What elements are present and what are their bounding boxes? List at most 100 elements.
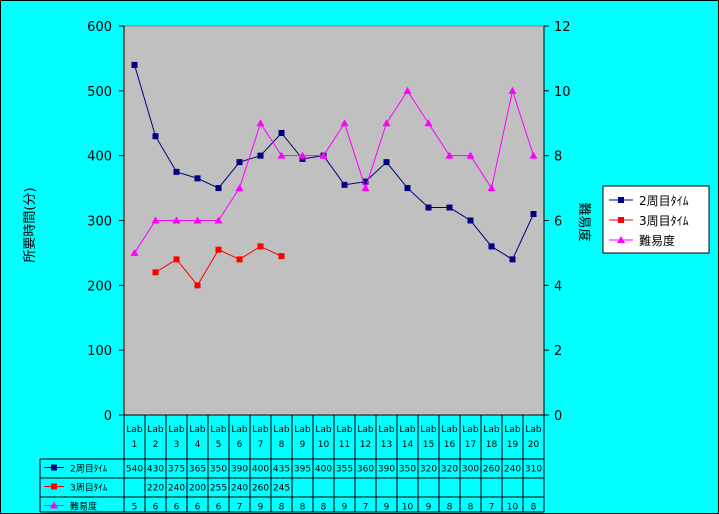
- category-label: Lab 1: [126, 425, 143, 450]
- table-series-name: 難易度: [70, 501, 97, 513]
- data-point: [256, 119, 265, 127]
- table-cell: 8: [279, 503, 285, 513]
- legend: 2周目ﾀｲﾑ 3周目ﾀｲﾑ 難易度: [602, 185, 710, 254]
- y2-tick-label: 10: [554, 85, 571, 100]
- category-label-line: Lab: [273, 425, 290, 435]
- table-cell: 365: [189, 465, 206, 475]
- table-cell: 400: [252, 465, 269, 475]
- table-cell: 355: [336, 465, 353, 475]
- category-label-line: 4: [195, 440, 201, 450]
- y2-tick-label: 2: [554, 344, 562, 359]
- category-label: Lab 11: [336, 425, 353, 450]
- data-point: [530, 211, 537, 218]
- table-cell: 10: [507, 503, 519, 513]
- table-key-marker: [50, 501, 58, 509]
- table-series-label: 難易度: [44, 501, 97, 513]
- category-label: Lab 10: [315, 425, 332, 450]
- category-label-line: 3: [174, 440, 180, 450]
- table-series-name: 2周目ﾀｲﾑ: [70, 464, 108, 475]
- category-label-line: 2: [153, 440, 159, 450]
- data-point: [529, 151, 538, 159]
- series-line: [134, 88, 534, 254]
- table-cell: 375: [168, 465, 185, 475]
- category-label: Lab 13: [378, 425, 395, 450]
- category-label: Lab 6: [231, 425, 248, 450]
- data-point: [194, 282, 201, 289]
- table-cell: 255: [210, 484, 227, 494]
- category-label: Lab 5: [210, 425, 227, 450]
- category-label-line: 16: [444, 440, 456, 450]
- category-label: Lab 3: [168, 425, 185, 450]
- table-cell: 6: [174, 503, 180, 513]
- table-cell: 390: [378, 465, 395, 475]
- table-cell: 350: [399, 465, 416, 475]
- table-cell: 220: [147, 484, 164, 494]
- legend-key-marker: [617, 236, 625, 243]
- table-cell: 395: [294, 465, 311, 475]
- category-label-line: 15: [423, 440, 434, 450]
- data-point: [278, 253, 285, 260]
- data-point: [403, 86, 412, 94]
- data-point: [382, 119, 391, 127]
- category-label: Lab 19: [504, 425, 521, 450]
- category-label: Lab 14: [399, 425, 416, 450]
- data-point: [236, 256, 243, 263]
- table-cell: 9: [342, 503, 348, 513]
- data-point: [383, 159, 390, 166]
- y-tick-label: 300: [87, 215, 112, 230]
- category-label-line: 1: [132, 440, 138, 450]
- y2-tick-label: 6: [554, 215, 562, 230]
- category-label-line: Lab: [462, 425, 479, 435]
- category-label-line: Lab: [210, 425, 227, 435]
- category-label: Lab 7: [252, 425, 269, 450]
- table-key-marker: [51, 464, 57, 471]
- category-label: Lab 16: [441, 425, 458, 450]
- category-label-line: Lab: [399, 425, 416, 435]
- table-cell: 240: [504, 465, 521, 475]
- data-point: [278, 129, 285, 136]
- data-point: [152, 133, 159, 140]
- series-line: [134, 64, 534, 261]
- data-point: [298, 151, 307, 159]
- data-point: [215, 185, 222, 192]
- legend-label: 難易度: [639, 233, 675, 248]
- data-point: [341, 181, 348, 188]
- category-label-line: 20: [528, 440, 540, 450]
- table-cell: 7: [363, 503, 369, 513]
- table-cell: 9: [426, 503, 432, 513]
- category-label-line: Lab: [231, 425, 248, 435]
- category-label: Lab 12: [357, 425, 374, 450]
- legend-item: 2周目ﾀｲﾑ: [609, 194, 689, 208]
- table-cell: 200: [189, 484, 206, 494]
- category-label-line: 14: [402, 440, 414, 450]
- data-point: [509, 256, 516, 263]
- series-2: 220 240 200 255 240 260 245: [147, 243, 290, 494]
- data-point: [446, 204, 453, 211]
- category-label-line: Lab: [441, 425, 458, 435]
- category-label-line: Lab: [357, 425, 374, 435]
- legend-item: 難易度: [609, 233, 675, 248]
- table-cell: 320: [420, 465, 437, 475]
- category-label-line: Lab: [504, 425, 521, 435]
- category-label: Lab 17: [462, 425, 479, 450]
- data-point: [214, 216, 223, 224]
- category-label-line: Lab: [336, 425, 353, 435]
- category-label-line: Lab: [189, 425, 206, 435]
- category-label: Lab 2: [147, 425, 164, 450]
- table-cell: 540: [126, 465, 143, 475]
- data-point: [424, 119, 433, 127]
- y2-axis-title: 難易度: [576, 202, 592, 241]
- category-label-line: Lab: [147, 425, 164, 435]
- table-cell: 8: [447, 503, 453, 513]
- table-cell: 8: [531, 503, 537, 513]
- category-label-line: 12: [360, 440, 371, 450]
- table-series-name: 3周目ﾀｲﾑ: [70, 483, 108, 494]
- data-point: [340, 119, 349, 127]
- table-cell: 260: [483, 465, 500, 475]
- series-3: 5 6 6 6 6 7 9 8 8 8 9 7 9 10 9 8 8 7 10 8: [130, 86, 538, 513]
- category-label-line: 5: [216, 440, 222, 450]
- y-tick-label: 200: [87, 279, 112, 294]
- category-label: Lab 15: [420, 425, 437, 450]
- table-cell: 320: [441, 465, 458, 475]
